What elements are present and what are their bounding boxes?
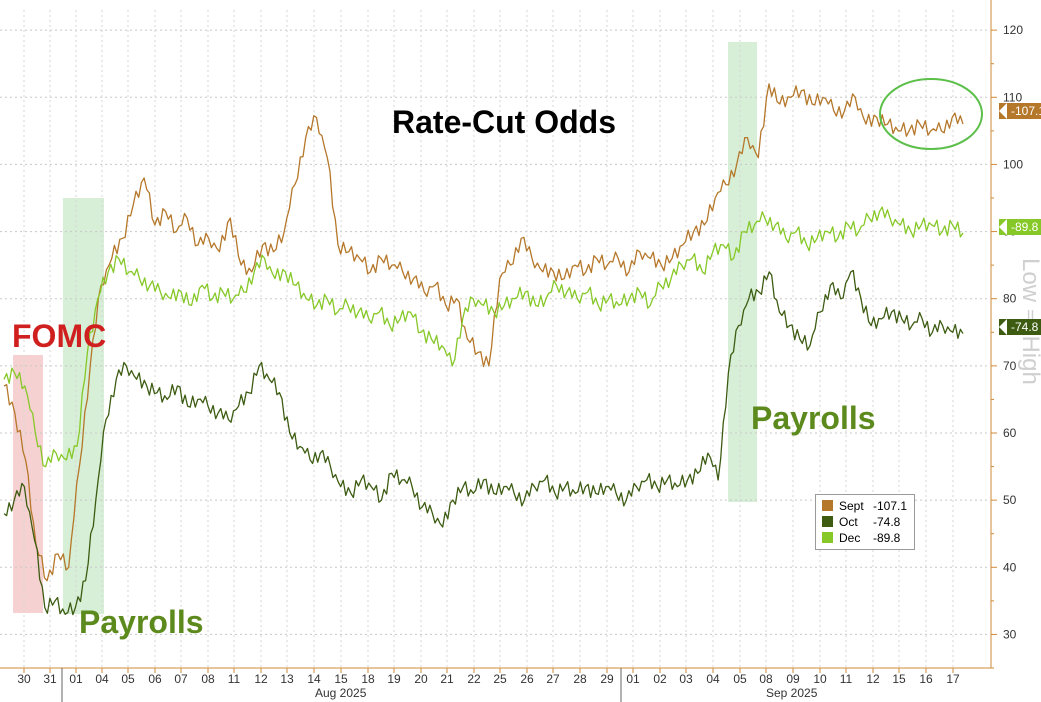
legend-item-sept: Sept -107.1 bbox=[822, 498, 907, 514]
x-tick-label: 14 bbox=[307, 672, 321, 686]
x-tick-label: 05 bbox=[733, 672, 747, 686]
x-tick-label: 29 bbox=[600, 672, 614, 686]
x-tick-label: 19 bbox=[387, 672, 401, 686]
x-tick-label: 04 bbox=[95, 672, 109, 686]
x-tick-label: 15 bbox=[334, 672, 348, 686]
legend-item-oct: Oct -74.8 bbox=[822, 514, 900, 530]
highlight-ellipse bbox=[879, 78, 983, 150]
x-tick-label: 28 bbox=[573, 672, 587, 686]
x-tick-label: 01 bbox=[69, 672, 83, 686]
legend-swatch bbox=[822, 516, 833, 527]
y-tick-label: 110 bbox=[1003, 90, 1022, 104]
x-tick-label: 30 bbox=[17, 672, 31, 686]
annotation-fomc: FOMC bbox=[12, 318, 107, 354]
y-tick-label: 70 bbox=[1003, 359, 1017, 373]
y-tick-label: 80 bbox=[1003, 292, 1017, 306]
series-line-oct bbox=[3, 269, 964, 616]
x-tick-label: 04 bbox=[706, 672, 720, 686]
x-tick-label: 18 bbox=[361, 672, 375, 686]
y-tick-label: 40 bbox=[1003, 560, 1017, 574]
x-tick-label: 07 bbox=[174, 672, 188, 686]
x-month-label-sep: Sep 2025 bbox=[766, 686, 818, 700]
x-tick-label: 06 bbox=[148, 672, 162, 686]
x-tick-label: 13 bbox=[280, 672, 294, 686]
x-tick-label: 27 bbox=[546, 672, 560, 686]
x-tick-label: 05 bbox=[121, 672, 135, 686]
y-tick-label: 50 bbox=[1003, 493, 1017, 507]
x-tick-label: 21 bbox=[440, 672, 454, 686]
x-tick-label: 09 bbox=[786, 672, 800, 686]
legend: Sept -107.1 Oct -74.8 Dec -89.8 bbox=[815, 494, 915, 550]
x-tick-label: 16 bbox=[919, 672, 933, 686]
last-value-tag-sept: -107.1 bbox=[999, 103, 1041, 119]
legend-label: Sept bbox=[839, 499, 864, 513]
x-tick-label: 12 bbox=[866, 672, 880, 686]
legend-label: Oct bbox=[839, 515, 858, 529]
legend-label: Dec bbox=[839, 531, 861, 545]
last-value-tag-oct: -74.8 bbox=[999, 319, 1041, 335]
x-tick-label: 10 bbox=[813, 672, 827, 686]
fomc-band bbox=[13, 355, 43, 613]
legend-swatch bbox=[822, 500, 833, 511]
x-tick-label: 17 bbox=[946, 672, 960, 686]
y-tick-label: 120 bbox=[1003, 23, 1023, 37]
x-tick-label: 31 bbox=[43, 672, 57, 686]
x-tick-label: 22 bbox=[467, 672, 481, 686]
annotation-payrolls-sep: Payrolls bbox=[751, 400, 876, 436]
x-tick-label: 01 bbox=[626, 672, 640, 686]
chart-title: Rate-Cut Odds bbox=[392, 104, 616, 140]
x-tick-label: 02 bbox=[653, 672, 667, 686]
x-tick-label: 15 bbox=[892, 672, 906, 686]
annotation-payrolls-aug: Payrolls bbox=[79, 604, 204, 640]
x-tick-label: 11 bbox=[228, 672, 241, 686]
x-tick-label: 20 bbox=[414, 672, 428, 686]
y-tick-label: 60 bbox=[1003, 426, 1017, 440]
legend-value: -107.1 bbox=[873, 499, 908, 513]
legend-value: -74.8 bbox=[873, 515, 901, 529]
payrolls-band bbox=[63, 198, 104, 614]
legend-swatch bbox=[822, 532, 833, 543]
last-value-tag-dec: -89.8 bbox=[999, 219, 1041, 235]
y-tick-label: 100 bbox=[1003, 157, 1023, 171]
x-tick-label: 08 bbox=[201, 672, 215, 686]
legend-value: -89.8 bbox=[873, 531, 901, 545]
x-month-label-aug: Aug 2025 bbox=[315, 686, 367, 700]
x-tick-label: 03 bbox=[679, 672, 693, 686]
x-tick-label: 11 bbox=[840, 672, 853, 686]
x-tick-label: 08 bbox=[759, 672, 773, 686]
x-tick-label: 25 bbox=[493, 672, 507, 686]
series-line-dec bbox=[3, 206, 964, 468]
x-tick-label: 12 bbox=[254, 672, 268, 686]
x-tick-label: 26 bbox=[520, 672, 534, 686]
legend-item-dec: Dec -89.8 bbox=[822, 530, 900, 546]
payrolls-band bbox=[728, 42, 757, 502]
series-line-sept bbox=[3, 83, 964, 582]
y-tick-label: 30 bbox=[1003, 627, 1017, 641]
